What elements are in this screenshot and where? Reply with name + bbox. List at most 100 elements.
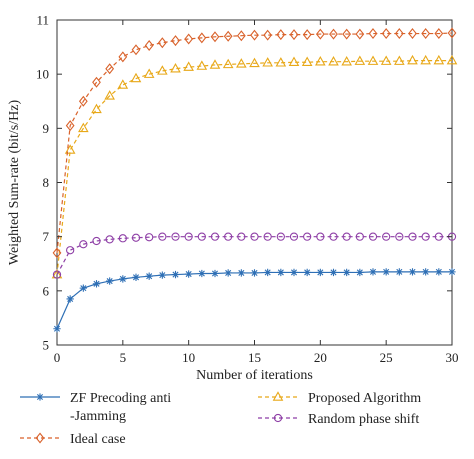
data-point — [171, 232, 180, 241]
data-point — [210, 31, 220, 43]
data-point — [237, 269, 246, 277]
data-point — [367, 55, 379, 65]
data-point — [92, 280, 101, 288]
data-point — [64, 144, 76, 154]
data-point — [356, 268, 364, 277]
x-tick-label: 5 — [120, 350, 127, 365]
data-point — [65, 120, 75, 132]
data-point — [382, 232, 391, 241]
data-point — [408, 232, 417, 241]
data-point — [171, 270, 180, 279]
data-point — [368, 232, 378, 241]
data-point — [104, 90, 115, 100]
data-point — [118, 51, 128, 63]
data-point — [301, 56, 313, 67]
y-tick-label: 11 — [36, 13, 49, 28]
legend-item-2: Proposed Algorithm — [258, 391, 421, 406]
legend-label: Random phase shift — [308, 412, 419, 427]
data-point — [289, 232, 299, 241]
legend-item-3: Ideal case — [20, 432, 126, 447]
data-point — [263, 232, 272, 241]
legend-marker — [35, 432, 45, 444]
data-point — [433, 54, 445, 65]
data-point — [342, 28, 352, 40]
data-point — [79, 284, 88, 292]
data-point — [250, 29, 259, 41]
series-4 — [52, 232, 457, 279]
data-point — [236, 30, 246, 42]
data-point — [303, 232, 312, 241]
series-line — [56, 236, 452, 275]
data-point — [277, 268, 285, 277]
data-point — [184, 33, 194, 45]
data-point — [342, 268, 351, 277]
series-2 — [51, 54, 458, 279]
data-point — [446, 54, 458, 65]
data-point — [263, 268, 272, 277]
x-tick-label: 30 — [446, 350, 459, 365]
data-point — [237, 232, 246, 241]
data-point — [434, 232, 443, 241]
x-tick-label: 0 — [54, 350, 61, 365]
data-point — [224, 269, 232, 277]
data-point — [105, 63, 115, 75]
data-point — [341, 55, 352, 66]
y-axis-title: Weighted Sum-rate (bit/s/Hz) — [7, 100, 22, 266]
legend-label: Ideal case — [70, 432, 126, 447]
x-tick-label: 25 — [380, 350, 393, 365]
data-point — [395, 232, 404, 241]
data-point — [447, 27, 457, 39]
legend-marker — [272, 391, 284, 401]
data-point — [158, 271, 167, 279]
data-point — [380, 55, 392, 65]
legend-marker — [36, 393, 44, 401]
data-point — [421, 28, 431, 40]
data-point — [355, 232, 364, 241]
data-point — [53, 325, 61, 333]
data-point — [394, 55, 405, 65]
data-point — [289, 29, 299, 41]
data-point — [250, 269, 259, 277]
data-point — [368, 28, 378, 40]
data-point — [408, 268, 417, 276]
data-point — [342, 232, 351, 241]
data-point — [117, 79, 129, 89]
data-point — [435, 268, 443, 276]
data-point — [132, 273, 140, 281]
data-point — [92, 236, 101, 246]
data-point — [250, 232, 259, 241]
series-line — [56, 60, 452, 275]
y-tick-label: 5 — [43, 338, 50, 353]
data-point — [303, 268, 311, 277]
data-point — [52, 247, 62, 259]
data-point — [131, 233, 141, 242]
data-point — [184, 232, 193, 241]
data-point — [329, 28, 338, 40]
data-point — [224, 232, 233, 241]
data-point — [157, 65, 168, 75]
series-1 — [53, 268, 456, 333]
y-tick-label: 6 — [43, 283, 50, 298]
data-point — [302, 29, 312, 41]
data-point — [66, 295, 74, 303]
data-point — [119, 275, 127, 283]
data-point — [369, 268, 377, 276]
data-point — [223, 30, 233, 42]
data-point — [262, 57, 273, 67]
data-point — [236, 58, 247, 68]
x-tick-label: 15 — [248, 350, 261, 365]
data-point — [105, 277, 114, 285]
data-point — [448, 268, 456, 276]
data-point — [157, 37, 167, 49]
data-point — [171, 35, 180, 47]
data-point — [434, 28, 444, 40]
data-point — [118, 234, 127, 243]
data-point — [315, 55, 326, 66]
data-point — [79, 240, 88, 249]
data-point — [144, 39, 154, 51]
data-point — [420, 54, 431, 65]
y-tick-label: 10 — [36, 67, 49, 82]
legend-label: -Jamming — [70, 409, 126, 424]
data-point — [78, 95, 88, 107]
